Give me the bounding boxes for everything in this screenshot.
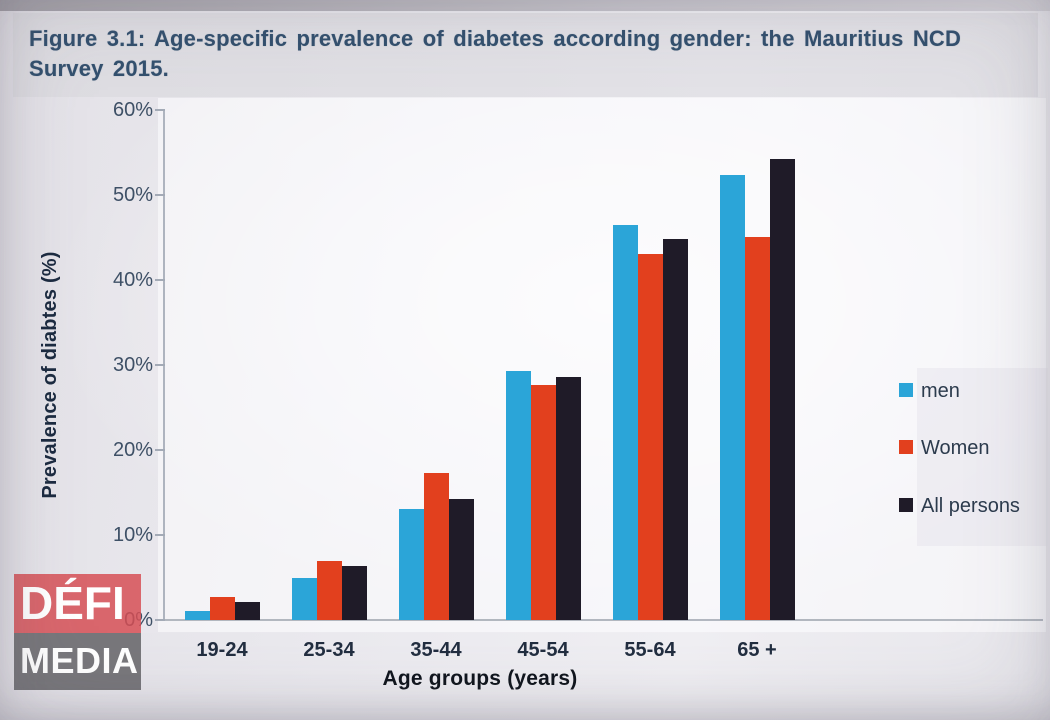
x-tick-label: 45-54	[517, 639, 569, 661]
legend-swatch-icon	[899, 383, 913, 397]
x-tick-label: 35-44	[410, 639, 462, 661]
legend-swatch-icon	[899, 440, 913, 454]
legend-panel	[917, 368, 1048, 546]
bar-women-19-24	[209, 597, 235, 620]
y-tick-label: 10%	[112, 524, 153, 546]
bar-men-19-24	[184, 611, 210, 620]
bar-women-65+	[744, 237, 770, 620]
y-tick-label: 40%	[112, 269, 153, 291]
y-tick-mark	[155, 194, 165, 196]
bar-women-45-54	[530, 385, 556, 620]
x-tick-label: 55-64	[624, 639, 676, 661]
legend-swatch-icon	[899, 498, 913, 512]
legend-label: All persons	[921, 495, 1020, 517]
y-tick-label: 50%	[112, 184, 153, 206]
legend-label: Women	[921, 437, 990, 459]
x-axis-title: Age groups (years)	[382, 667, 578, 690]
y-tick-mark	[155, 109, 165, 111]
bar-all-persons-35-44	[448, 499, 474, 620]
x-tick-label: 65 +	[737, 639, 777, 661]
y-tick-mark	[155, 279, 165, 281]
bar-men-45-54	[505, 371, 531, 620]
figure-title: Figure 3.1: Age-specific prevalence of d…	[29, 26, 962, 81]
bar-men-25-34	[291, 578, 317, 620]
y-tick-label: 20%	[112, 439, 153, 461]
bar-all-persons-19-24	[234, 602, 260, 620]
y-axis-title: Prevalence of diabtes (%)	[39, 251, 61, 499]
x-tick-label: 25-34	[303, 639, 355, 661]
y-tick-label: 30%	[112, 354, 153, 376]
y-tick-mark	[155, 449, 165, 451]
bar-men-65+	[719, 175, 745, 620]
watermark-media: MEDIA	[14, 633, 141, 690]
y-tick-mark	[155, 619, 165, 621]
bar-women-35-44	[423, 473, 449, 620]
photo-top-edge	[0, 0, 1050, 11]
x-axis-line	[157, 619, 1043, 621]
bar-all-persons-65+	[769, 159, 795, 620]
figure-title-block: Figure 3.1: Age-specific prevalence of d…	[13, 13, 1038, 97]
y-tick-mark	[155, 534, 165, 536]
x-tick-label: 19-24	[196, 639, 248, 661]
plot-area	[158, 98, 1046, 632]
bar-all-persons-55-64	[662, 239, 688, 620]
y-tick-label: 60%	[112, 99, 153, 121]
bar-men-55-64	[612, 225, 638, 620]
bar-all-persons-45-54	[555, 377, 581, 620]
bar-men-35-44	[398, 509, 424, 620]
bar-all-persons-25-34	[341, 566, 367, 620]
bar-women-55-64	[637, 254, 663, 620]
watermark-defi: DÉFI	[14, 574, 141, 633]
y-tick-mark	[155, 364, 165, 366]
legend-label: men	[921, 380, 960, 402]
bar-women-25-34	[316, 561, 342, 620]
